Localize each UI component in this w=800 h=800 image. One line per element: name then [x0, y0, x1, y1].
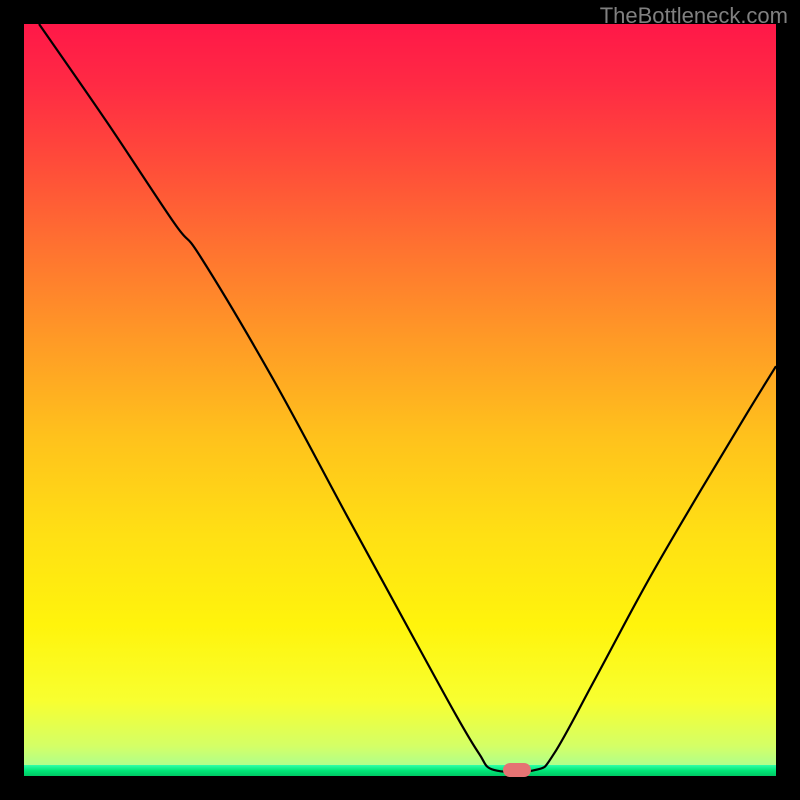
watermark-text: TheBottleneck.com	[600, 3, 788, 29]
optimum-marker	[503, 763, 531, 777]
bottleneck-curve	[24, 24, 776, 776]
plot-area	[24, 24, 776, 776]
chart-frame: TheBottleneck.com	[0, 0, 800, 800]
watermark-label: TheBottleneck.com	[600, 3, 788, 28]
